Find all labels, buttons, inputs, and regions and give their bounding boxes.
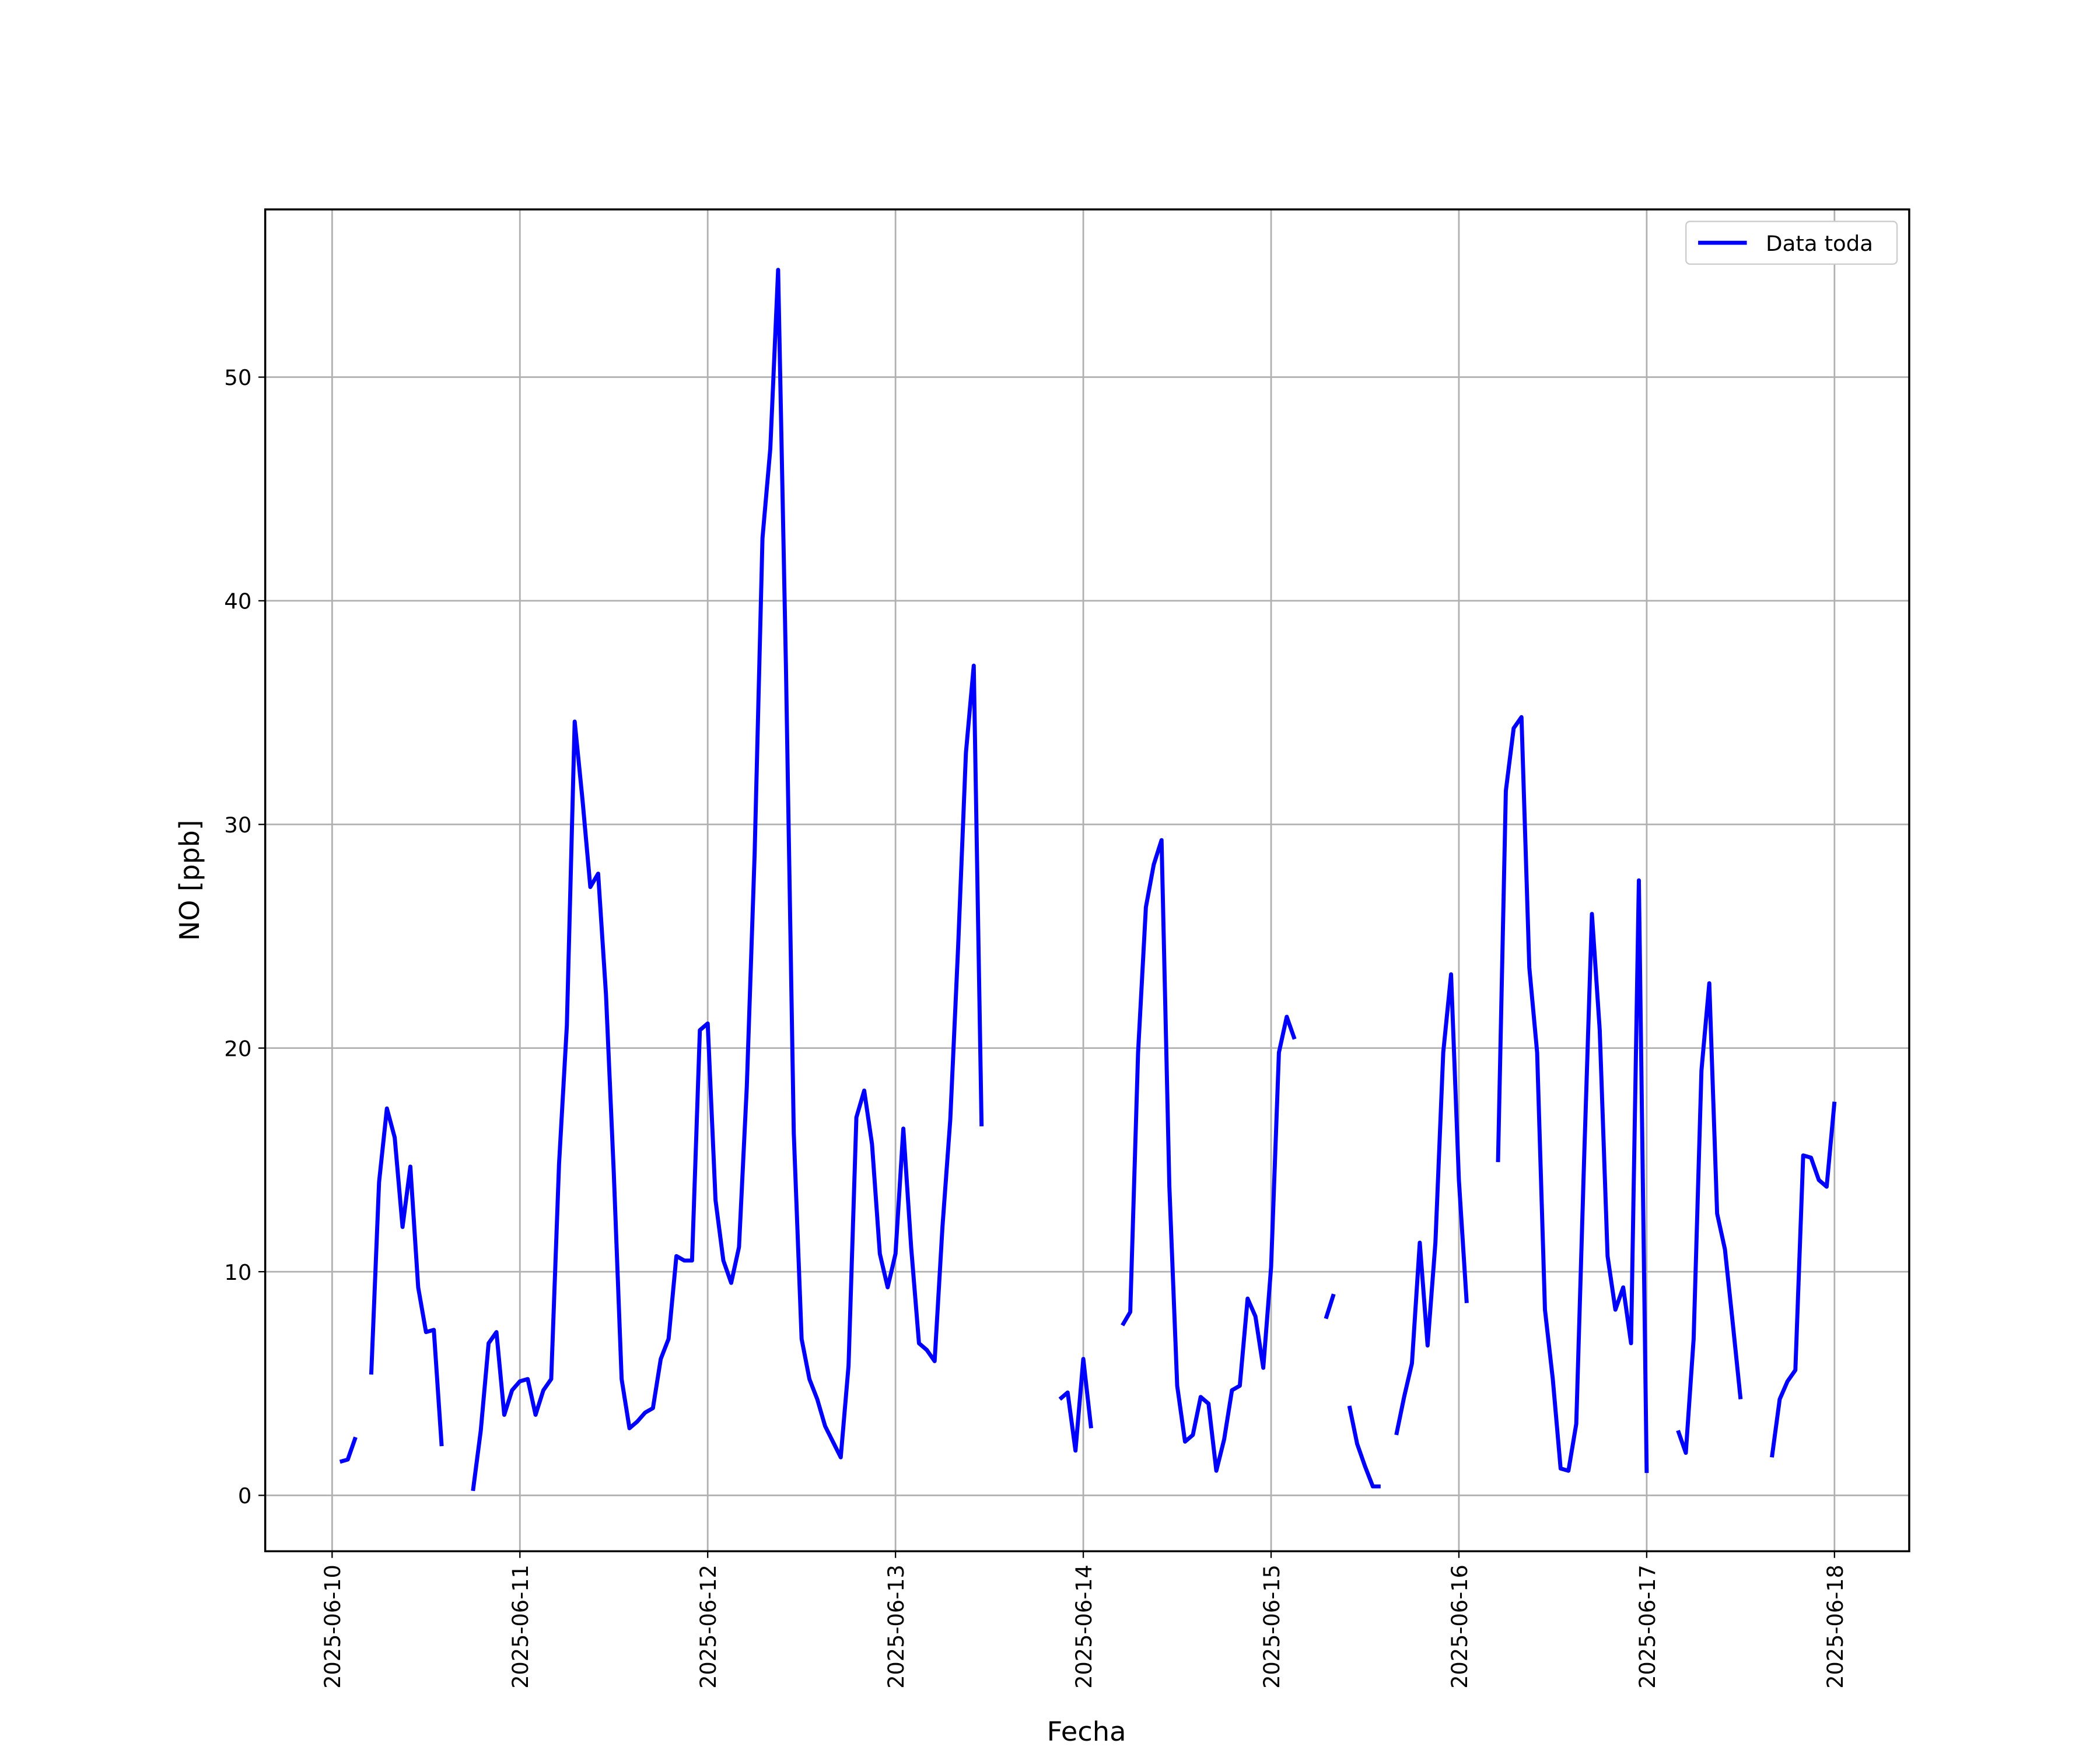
- x-tick-label: 2025-06-11: [508, 1564, 533, 1689]
- x-tick-label: 2025-06-14: [1072, 1564, 1097, 1689]
- x-tick-label: 2025-06-17: [1635, 1564, 1660, 1689]
- x-tick-label: 2025-06-12: [696, 1564, 721, 1689]
- x-tick-label: 2025-06-18: [1823, 1564, 1848, 1689]
- y-tick-label: 30: [224, 813, 251, 838]
- x-axis-label: Fecha: [1047, 1716, 1126, 1747]
- y-tick-label: 50: [224, 365, 251, 390]
- x-tick-label: 2025-06-15: [1259, 1564, 1284, 1689]
- y-tick-label: 10: [224, 1260, 251, 1285]
- axes-frame: [264, 208, 1910, 1553]
- legend-label: Data toda: [1766, 231, 1873, 256]
- y-tick-label: 20: [224, 1037, 251, 1062]
- x-tick-label: 2025-06-10: [320, 1564, 345, 1689]
- data-line: [339, 268, 1837, 1492]
- legend-box: [1685, 220, 1898, 265]
- x-tick-label: 2025-06-16: [1447, 1564, 1472, 1689]
- y-axis-label: NO [ppb]: [174, 820, 205, 940]
- y-tick-label: 0: [238, 1483, 252, 1508]
- y-tick-label: 40: [224, 589, 251, 614]
- x-tick-label: 2025-06-13: [884, 1564, 909, 1689]
